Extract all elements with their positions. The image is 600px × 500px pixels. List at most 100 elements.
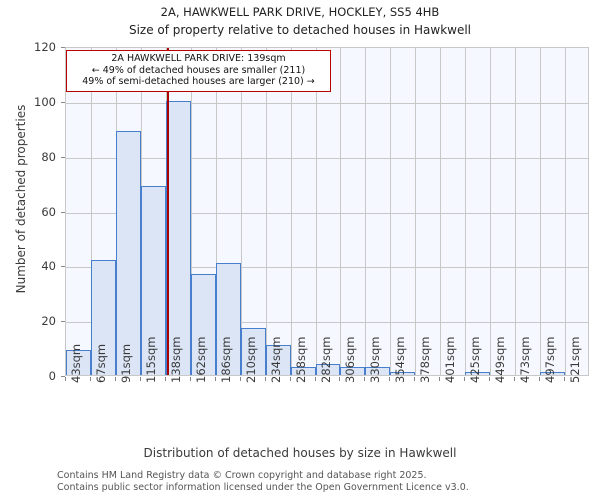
x-axis-tick	[414, 377, 416, 381]
y-axis-tick-label: 100	[34, 94, 56, 109]
chart-subtitle: Size of property relative to detached ho…	[128, 23, 472, 37]
y-axis-tick-label: 20	[41, 314, 56, 329]
x-axis-tick-label: 258sqm	[293, 336, 308, 383]
x-axis-tick-label: 401sqm	[443, 336, 458, 383]
page-title: 2A, HAWKWELL PARK DRIVE, HOCKLEY, SS5 4H…	[160, 5, 440, 19]
x-axis-title: Distribution of detached houses by size …	[143, 446, 457, 460]
histogram-bar	[265, 344, 291, 375]
x-axis-tick	[114, 377, 116, 381]
histogram-bar	[465, 372, 491, 375]
gridline-vertical	[365, 48, 367, 375]
footer-attribution: Contains HM Land Registry data © Crown c…	[57, 470, 597, 493]
x-axis-tick	[164, 377, 166, 381]
x-axis-tick	[239, 377, 241, 381]
gridline-horizontal	[66, 267, 588, 269]
x-axis-tick	[289, 377, 291, 381]
x-axis-tick-label: 234sqm	[268, 336, 283, 383]
x-axis-tick-label: 138sqm	[168, 336, 183, 383]
histogram-bar	[240, 328, 266, 375]
x-axis-tick-label: 210sqm	[243, 336, 258, 383]
plot-area	[65, 47, 589, 376]
histogram-bar	[365, 366, 391, 375]
x-axis-tick	[65, 377, 66, 381]
x-axis-tick-label: 282sqm	[318, 336, 333, 383]
x-axis-tick-label: 497sqm	[543, 336, 558, 383]
x-axis-tick	[139, 377, 141, 381]
y-axis-tick-label: 60	[41, 204, 56, 219]
histogram-bar	[165, 100, 191, 375]
gridline-vertical	[215, 48, 217, 375]
chart-title-block: 2A, HAWKWELL PARK DRIVE, HOCKLEY, SS5 4H…	[0, 4, 600, 39]
gridline-vertical	[390, 48, 392, 375]
x-axis-tick	[339, 377, 341, 381]
x-axis-tick-label: 67sqm	[93, 343, 108, 383]
gridline-horizontal	[66, 212, 588, 214]
gridline-vertical	[515, 48, 517, 375]
annotation-line-3: 49% of semi-detached houses are larger (…	[82, 76, 315, 87]
gridline-vertical	[465, 48, 467, 375]
x-axis-tick	[539, 377, 541, 381]
y-axis-tick	[61, 47, 65, 48]
gridline-horizontal	[66, 322, 588, 324]
x-axis-tick-label: 378sqm	[418, 336, 433, 383]
histogram-bars	[66, 48, 588, 375]
gridline-vertical	[565, 48, 567, 375]
histogram-bar	[290, 366, 316, 375]
x-axis-tick-label: 91sqm	[118, 343, 133, 383]
x-axis-tick-label: 473sqm	[518, 336, 533, 383]
gridline-vertical	[90, 48, 92, 375]
histogram-bar	[66, 350, 91, 375]
x-axis-tick	[314, 377, 316, 381]
gridline-vertical	[490, 48, 492, 375]
x-axis-tick-label: 43sqm	[69, 343, 83, 383]
gridline-horizontal	[66, 157, 588, 159]
histogram-bar	[90, 259, 116, 375]
footer-line-2: Contains public sector information licen…	[57, 481, 469, 493]
footer-line-1: Contains HM Land Registry data © Crown c…	[57, 470, 427, 481]
histogram-bar	[190, 273, 216, 375]
y-axis-tick	[61, 211, 65, 213]
histogram-bar	[340, 366, 366, 375]
y-axis-tick	[61, 321, 65, 323]
x-axis-tick	[89, 377, 91, 381]
x-axis-tick-label: 521sqm	[568, 336, 583, 383]
histogram-bar	[215, 262, 241, 375]
annotation-line-1: 2A HAWKWELL PARK DRIVE: 139sqm	[111, 53, 286, 64]
property-annotation-box: 2A HAWKWELL PARK DRIVE: 139sqm ← 49% of …	[66, 50, 331, 92]
gridline-vertical	[340, 48, 342, 375]
gridline-vertical	[290, 48, 292, 375]
gridline-vertical	[190, 48, 192, 375]
x-axis-tick	[189, 377, 191, 381]
y-axis-tick-label: 40	[41, 259, 56, 274]
gridline-vertical	[540, 48, 542, 375]
gridline-vertical	[440, 48, 442, 375]
gridline-vertical	[265, 48, 267, 375]
gridline-vertical	[240, 48, 242, 375]
x-axis-tick	[439, 377, 441, 381]
x-axis-tick	[264, 377, 266, 381]
property-marker-line	[166, 48, 169, 375]
histogram-bar	[390, 372, 416, 375]
x-axis-tick-label: 449sqm	[493, 336, 508, 383]
annotation-line-2: ← 49% of detached houses are smaller (21…	[91, 64, 306, 76]
y-axis-tick-label: 0	[48, 369, 56, 383]
x-axis-tick	[464, 377, 466, 381]
x-axis-tick	[364, 377, 366, 381]
x-axis-tick	[514, 377, 516, 381]
gridline-vertical	[315, 48, 317, 375]
x-axis-tick-label: 115sqm	[143, 336, 158, 383]
x-axis-tick-label: 425sqm	[468, 336, 483, 383]
x-axis-tick-label: 354sqm	[393, 336, 408, 383]
y-axis-tick-label: 80	[41, 149, 56, 164]
y-axis-title: Number of detached properties	[14, 104, 28, 294]
y-axis-tick	[61, 266, 65, 268]
y-axis-tick-label: 120	[34, 40, 56, 54]
histogram-bar	[540, 372, 566, 375]
histogram-bar	[115, 131, 141, 375]
x-axis-tick	[214, 377, 216, 381]
x-axis-tick-label: 186sqm	[218, 336, 233, 383]
gridline-vertical	[415, 48, 417, 375]
x-axis-tick	[389, 377, 391, 381]
x-axis-tick-label: 330sqm	[368, 336, 383, 383]
